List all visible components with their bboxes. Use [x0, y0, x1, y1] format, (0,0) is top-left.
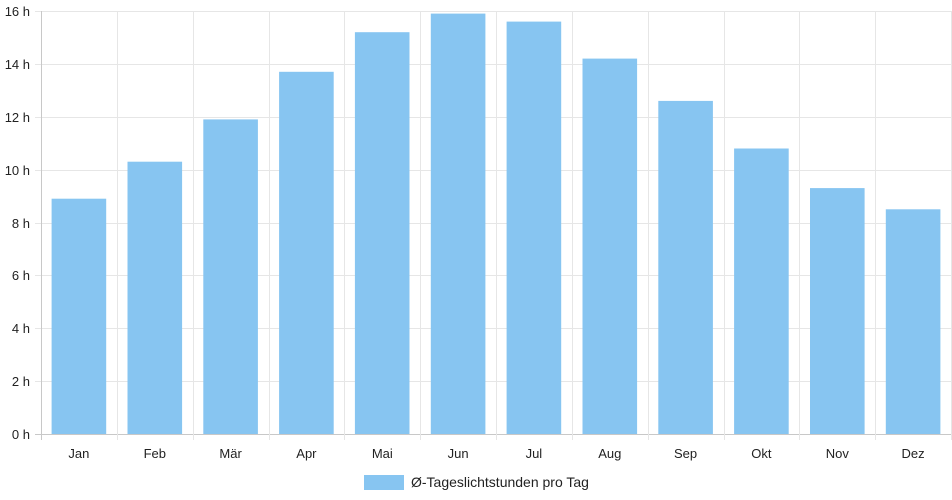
axes: 0 h 2 h 4 h 6 h 8 h 10 h 12 h 14 h 16 h Jan Feb Mär… — [5, 4, 925, 461]
legend[interactable]: Ø-Tageslichtstunden pro Tag — [364, 474, 589, 490]
x-tick-label: Jun — [448, 446, 469, 461]
y-tick-label: 4 h — [12, 321, 30, 336]
bar-sep[interactable]: Sep: 12.6 h — [658, 100, 713, 435]
y-tick-label: 0 h — [12, 427, 30, 442]
y-tick-label: 16 h — [5, 4, 30, 19]
bars: Jan: 8.9 h Feb: 10.3 h Mär: 11.9 h Apr: 13.… — [51, 13, 941, 435]
bar-mai[interactable]: Mai: 15.2 h — [354, 32, 410, 434]
bar-feb[interactable]: Feb: 10.3 h — [127, 161, 183, 434]
x-tick-label: Mai — [372, 446, 393, 461]
x-tick-label: Mär — [219, 446, 242, 461]
legend-label[interactable]: Ø-Tageslichtstunden pro Tag — [411, 474, 589, 490]
x-tick-label: Jan — [68, 446, 89, 461]
bar-apr[interactable]: Apr: 13.7 h — [279, 71, 334, 435]
bar-aug[interactable]: Aug: 14.2 h — [582, 58, 638, 434]
x-tick-label: Feb — [144, 446, 166, 461]
bar-mär[interactable]: Mär: 11.9 h — [203, 119, 258, 435]
y-tick-label: 14 h — [5, 57, 30, 72]
bar-dez[interactable]: Dez: 8.5 h — [885, 209, 941, 434]
x-tick-label: Okt — [751, 446, 772, 461]
bar-jul[interactable]: Jul: 15.6 h — [506, 21, 562, 434]
legend-swatch[interactable] — [364, 475, 404, 490]
x-tick-label: Jul — [526, 446, 543, 461]
bar-okt[interactable]: Okt: 10.8 h — [734, 148, 789, 435]
x-tick-label: Sep — [674, 446, 697, 461]
y-tick-label: 12 h — [5, 110, 30, 125]
x-tick-label: Apr — [296, 446, 317, 461]
bar-jun[interactable]: Jun: 15.9 h — [430, 13, 486, 434]
x-tick-label: Aug — [598, 446, 621, 461]
x-tick-label: Nov — [826, 446, 850, 461]
y-tick-label: 6 h — [12, 268, 30, 283]
y-tick-label: 8 h — [12, 216, 30, 231]
x-tick-label: Dez — [902, 446, 925, 461]
bar-jan[interactable]: Jan: 8.9 h — [51, 198, 107, 434]
y-tick-label: 2 h — [12, 374, 30, 389]
y-tick-label: 10 h — [5, 163, 30, 178]
bar-nov[interactable]: Nov: 9.3 h — [810, 188, 865, 434]
